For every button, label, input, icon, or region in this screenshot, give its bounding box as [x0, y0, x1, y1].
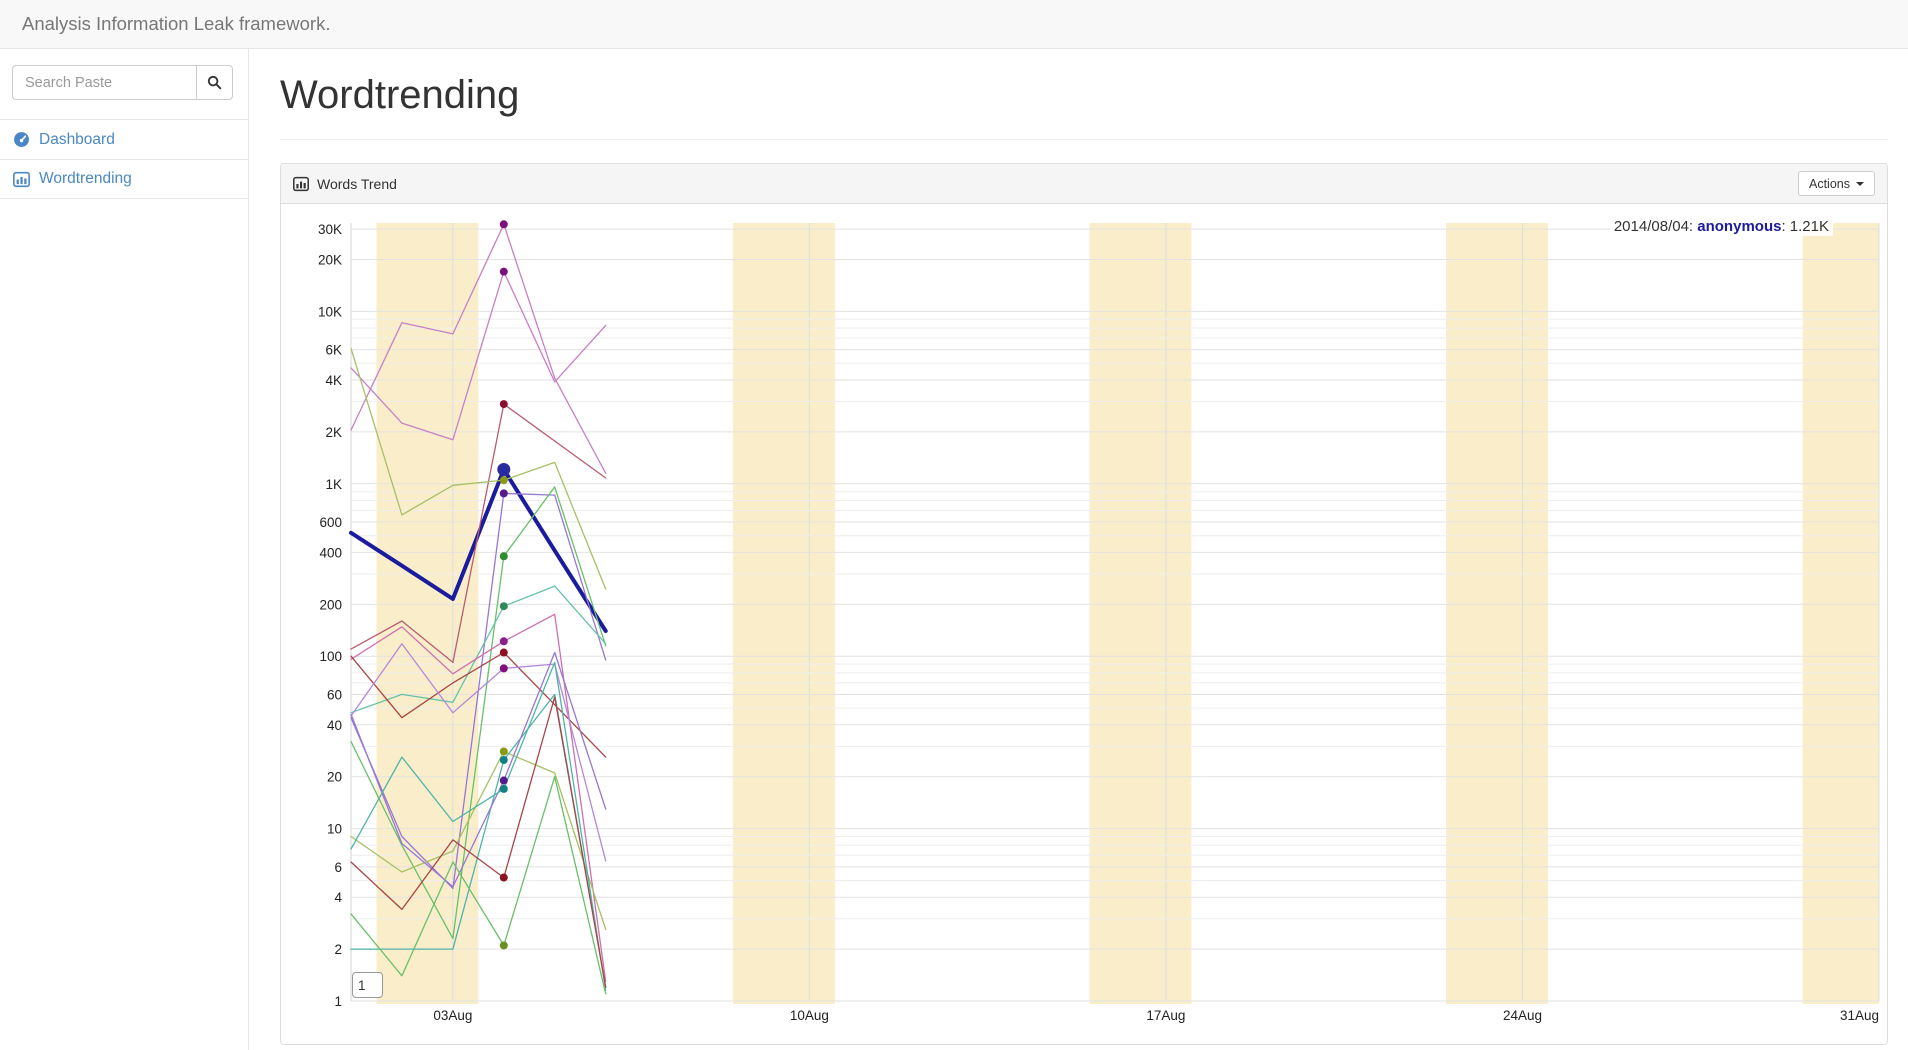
series-line-series-9	[350, 613, 607, 983]
svg-text:31Aug: 31Aug	[1840, 1008, 1879, 1023]
hover-marker-series-16	[499, 873, 508, 882]
hover-marker-series-6	[499, 489, 508, 498]
panel-title: Words Trend	[317, 175, 397, 192]
series-line-series-5	[350, 347, 607, 590]
words-trend-chart[interactable]: 30K 20K 10K 6K 4K 2K 1K 600 400 200 100 60 40 20 10 6 4 2…	[281, 204, 1887, 1044]
weekend-band	[733, 223, 835, 1004]
hover-marker-series-17	[499, 941, 508, 950]
hover-marker-series-5	[499, 476, 508, 485]
svg-text:400: 400	[319, 545, 342, 560]
chevron-down-icon	[1856, 181, 1864, 186]
series-line-series-11	[350, 643, 607, 862]
page-title: Wordtrending	[280, 73, 520, 117]
series-line-series-2	[350, 223, 607, 474]
hover-marker-series-15	[499, 784, 508, 793]
bar-chart-icon	[13, 171, 30, 187]
page-header-divider	[280, 139, 1888, 140]
svg-text:1: 1	[334, 994, 342, 1009]
series-line-series-7	[350, 486, 607, 940]
hover-marker-anonymous	[497, 463, 511, 477]
svg-text:10: 10	[327, 822, 342, 837]
chart-hover-label: 2014/08/04: anonymous: 1.21K	[1609, 217, 1833, 236]
svg-text:17Aug: 17Aug	[1146, 1008, 1185, 1023]
weekend-band	[1089, 223, 1192, 1004]
hover-marker-series-8	[499, 602, 508, 611]
hover-date: 2014/08/04:	[1613, 218, 1694, 235]
hover-marker-series-2	[499, 220, 508, 229]
svg-text:6: 6	[334, 860, 342, 875]
series-line-series-3	[350, 271, 607, 441]
hover-marker-series-7	[499, 552, 508, 561]
hover-marker-series-10	[499, 648, 508, 657]
sidebar: Dashboard Wordtrending	[0, 49, 249, 1050]
words-trend-panel: Words Trend Actions 30K 20K 10K 6K 4K 2K 1K 600…	[280, 163, 1888, 1045]
series-line-series-4	[350, 403, 607, 664]
hover-marker-series-12	[499, 747, 508, 756]
series-line-series-15	[350, 661, 607, 992]
search-icon	[207, 75, 222, 90]
sidebar-item-wordtrending[interactable]: Wordtrending	[0, 159, 248, 199]
hover-series-name: anonymous	[1697, 218, 1782, 235]
actions-dropdown-button[interactable]: Actions	[1798, 171, 1875, 196]
panel-header: Words Trend Actions	[281, 164, 1887, 204]
svg-text:10Aug: 10Aug	[790, 1008, 829, 1023]
svg-text:60: 60	[327, 687, 342, 702]
main-content: Wordtrending Words Trend Actions 30K 20K 1…	[249, 49, 1908, 1050]
series-line-series-12	[350, 750, 607, 931]
app-brand[interactable]: Analysis Information Leak framework.	[22, 13, 331, 34]
svg-text:2K: 2K	[325, 425, 342, 440]
top-navbar: Analysis Information Leak framework.	[0, 0, 1908, 49]
axis-min-input[interactable]	[352, 972, 383, 998]
svg-text:100: 100	[319, 649, 342, 664]
svg-text:1K: 1K	[325, 477, 342, 492]
sidebar-item-dashboard[interactable]: Dashboard	[0, 119, 248, 159]
series-line-series-16	[350, 696, 607, 988]
svg-text:200: 200	[319, 597, 342, 612]
svg-text:30K: 30K	[318, 222, 342, 237]
sidebar-item-label: Wordtrending	[39, 170, 132, 187]
svg-text:20K: 20K	[318, 253, 342, 268]
svg-text:4K: 4K	[325, 373, 342, 388]
search-input[interactable]	[12, 65, 196, 100]
bar-chart-icon	[293, 176, 309, 191]
dashboard-gauge-icon	[14, 132, 29, 147]
svg-text:10K: 10K	[318, 304, 342, 319]
sidebar-item-label: Dashboard	[39, 130, 115, 148]
svg-text:03Aug: 03Aug	[433, 1008, 472, 1023]
hover-marker-series-14	[499, 776, 508, 785]
paste-search-group	[12, 65, 233, 100]
svg-text:6K: 6K	[325, 343, 342, 358]
actions-label: Actions	[1809, 176, 1850, 191]
hover-marker-series-4	[499, 400, 508, 409]
series-line-series-8	[350, 585, 607, 714]
svg-text:4: 4	[334, 890, 342, 905]
svg-text:2: 2	[334, 942, 342, 957]
svg-text:20: 20	[327, 770, 342, 785]
weekend-band	[1802, 223, 1879, 1004]
svg-text:24Aug: 24Aug	[1503, 1008, 1542, 1023]
hover-marker-series-11	[499, 664, 508, 673]
search-button[interactable]	[196, 65, 233, 100]
series-line-series-14	[350, 651, 607, 888]
hover-marker-series-9	[499, 637, 508, 646]
hover-value: : 1.21K	[1781, 218, 1829, 235]
svg-text:600: 600	[319, 515, 342, 530]
hover-marker-series-13	[499, 755, 508, 764]
series-line-series-17	[350, 776, 607, 995]
sidebar-nav: Dashboard Wordtrending	[0, 119, 248, 199]
svg-text:40: 40	[327, 718, 342, 733]
weekend-band	[1446, 223, 1548, 1004]
chart-area: 30K 20K 10K 6K 4K 2K 1K 600 400 200 100 60 40 20 10 6 4 2…	[281, 204, 1887, 1044]
hover-marker-series-3	[499, 267, 508, 276]
series-line-series-10	[350, 651, 607, 758]
